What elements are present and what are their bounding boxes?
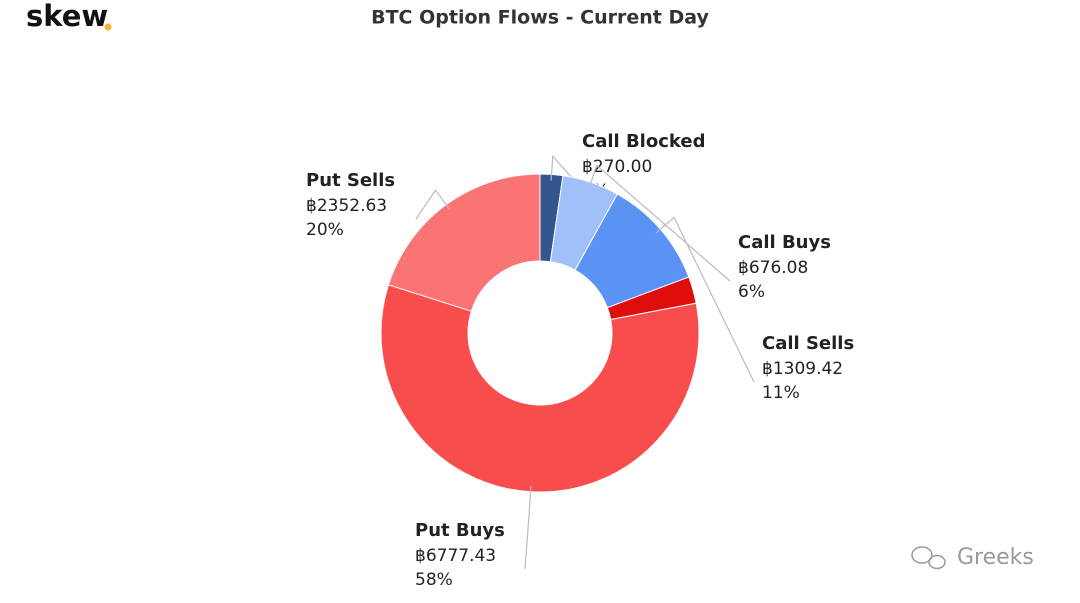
logo-dot: [104, 23, 112, 31]
slice-label-value: ฿2352.63: [306, 196, 387, 216]
slice-label-percent: 11%: [762, 383, 800, 403]
chart-title: BTC Option Flows - Current Day: [371, 7, 709, 29]
slice-label-value: ฿676.08: [738, 258, 808, 278]
slice-label-name: Call Buys: [738, 232, 831, 253]
leader-line: [524, 485, 532, 570]
slice-label-name: Put Buys: [415, 520, 505, 541]
watermark-icon: [911, 546, 946, 570]
leader-line: [550, 155, 575, 181]
slice-label-percent: 6%: [738, 282, 765, 302]
slice-label-value: ฿1309.42: [762, 359, 843, 379]
donut-slice: [380, 284, 700, 493]
watermark: Greeks: [957, 545, 1034, 570]
slice-label-percent: 20%: [306, 220, 344, 240]
slice-label-value: ฿270.00: [582, 157, 652, 177]
slice-label-name: Call Sells: [762, 333, 854, 354]
slice-label-value: ฿6777.43: [415, 546, 496, 566]
slice-label-name: Call Blocked: [582, 131, 705, 152]
leader-line: [655, 216, 755, 383]
leader-line: [415, 189, 451, 220]
slice-label-percent: 58%: [415, 570, 453, 590]
donut-slice: [387, 173, 541, 312]
slice-label-name: Put Sells: [306, 170, 395, 191]
logo: skew: [26, 0, 108, 33]
